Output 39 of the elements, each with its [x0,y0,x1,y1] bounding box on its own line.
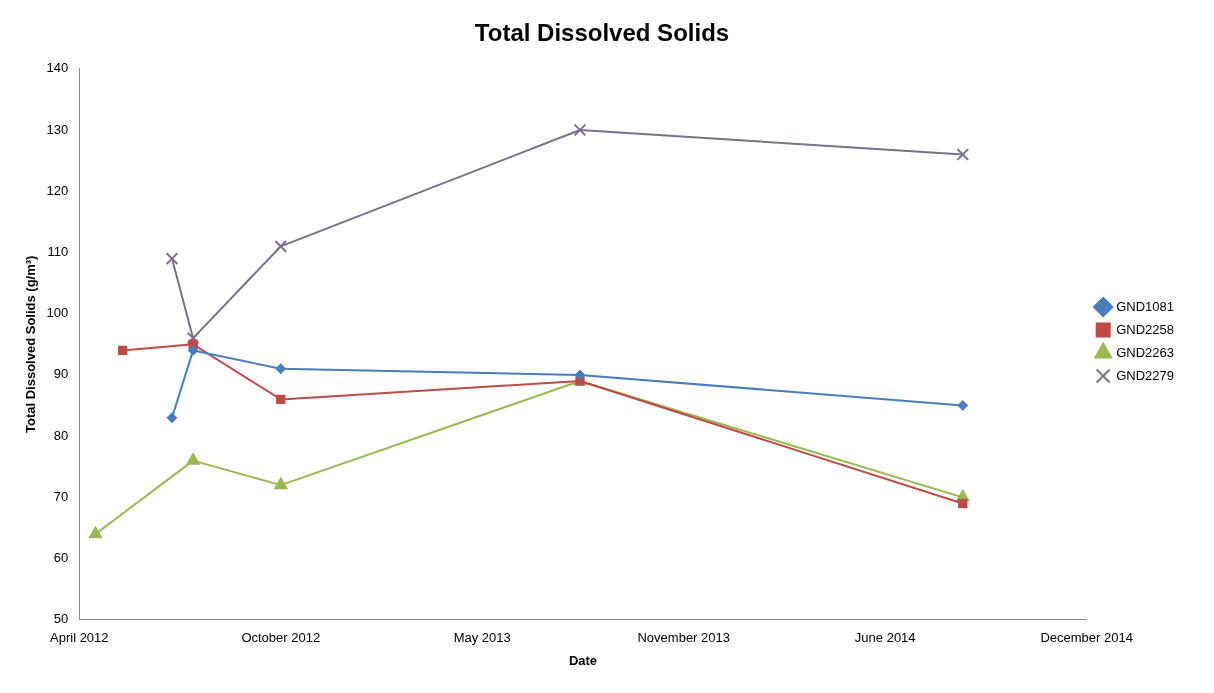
y-tick-label: 120 [46,182,69,198]
point [166,412,177,423]
y-axis-title: Total Dissolved Solids (g/m³) [23,255,39,434]
y-tick-label: 80 [53,427,69,443]
x-tick-label: October 2012 [241,630,321,646]
point [958,498,968,509]
point [276,394,286,405]
y-tick-label: 140 [46,60,69,76]
point [956,148,970,161]
x-tick-label: April 2012 [50,630,109,646]
x-tick-label: May 2013 [453,630,511,646]
x-tick-label: June 2014 [854,630,916,646]
x-tick-label: December 2014 [1040,630,1133,646]
y-tick-label: 70 [53,488,69,504]
point [188,345,199,356]
y-tick-label: 90 [53,366,69,382]
point [165,252,179,265]
point [117,345,128,356]
y-tick-label: 60 [53,550,69,566]
legend-label: GND2258 [1116,321,1174,337]
x-axis-title: Date [568,652,598,668]
y-tick-label: 110 [47,244,69,260]
point [274,477,288,490]
point [274,239,288,253]
point [275,363,286,374]
point [574,369,585,380]
chart-title: Total Dissolved Solids [474,19,730,47]
legend-label: GND2263 [1116,344,1174,360]
point [186,453,200,465]
y-tick-label: 50 [53,611,69,627]
point [957,400,968,411]
x-tick-label: November 2013 [637,630,730,646]
point [88,526,102,539]
y-tick-label: 130 [46,121,69,137]
point [573,123,587,137]
y-tick-label: 100 [46,305,69,321]
legend-label: GND2279 [1116,367,1174,383]
point [186,331,200,345]
legend-label: GND1081 [1116,298,1174,314]
